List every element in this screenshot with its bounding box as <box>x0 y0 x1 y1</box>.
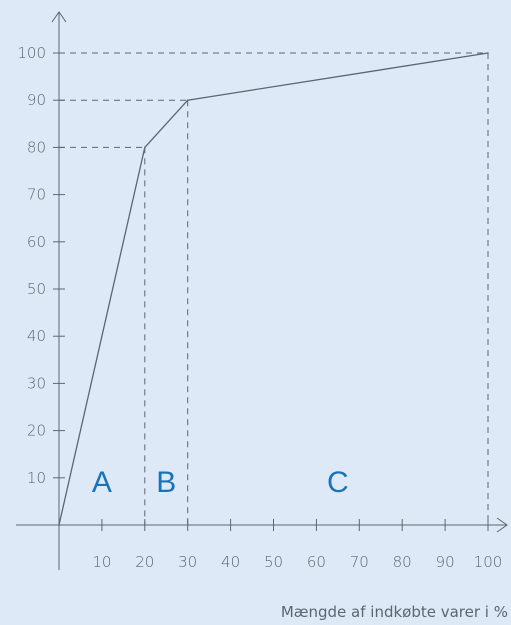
x-tick-label: 100 <box>474 553 503 571</box>
x-axis-arrow <box>496 517 508 533</box>
x-tick-label: 60 <box>307 553 326 571</box>
y-tick-label: 60 <box>27 233 46 251</box>
x-tick-label: 20 <box>135 553 154 571</box>
x-axis-label: Mængde af indkøbte varer i % <box>281 603 508 621</box>
region-labels: A B C <box>92 466 349 499</box>
x-tick-label: 30 <box>178 553 197 571</box>
y-tick-label: 20 <box>27 422 46 440</box>
region-label-b: B <box>156 466 176 499</box>
y-tick-label: 80 <box>27 138 46 156</box>
series-point <box>144 146 146 149</box>
x-tick-label: 70 <box>350 553 369 571</box>
region-label-c: C <box>327 466 349 499</box>
reference-guides <box>59 52 489 525</box>
series-point <box>58 524 60 526</box>
series-group <box>58 52 489 526</box>
series-line <box>58 52 489 526</box>
y-tick-label: 50 <box>27 280 46 298</box>
x-tick-label: 50 <box>264 553 283 571</box>
x-tick-label: 80 <box>393 553 412 571</box>
series-point <box>487 52 489 54</box>
region-label-a: A <box>92 466 112 499</box>
y-tick-label: 70 <box>27 186 46 204</box>
x-tick-label: 10 <box>92 553 111 571</box>
y-tick-label: 40 <box>27 327 46 345</box>
y-tick-label: 10 <box>27 469 46 487</box>
axes: 10 20 30 40 50 60 70 80 90 100 10 20 30 40 50 60 70 80 90 1… <box>16 11 508 571</box>
y-axis-arrow <box>51 11 67 23</box>
x-tick-label: 90 <box>436 553 455 571</box>
x-tick-label: 40 <box>221 553 240 571</box>
y-tick-label: 90 <box>27 91 46 109</box>
y-tick-label: 100 <box>17 44 46 62</box>
series-point <box>186 99 189 101</box>
y-tick-label: 30 <box>27 374 46 392</box>
